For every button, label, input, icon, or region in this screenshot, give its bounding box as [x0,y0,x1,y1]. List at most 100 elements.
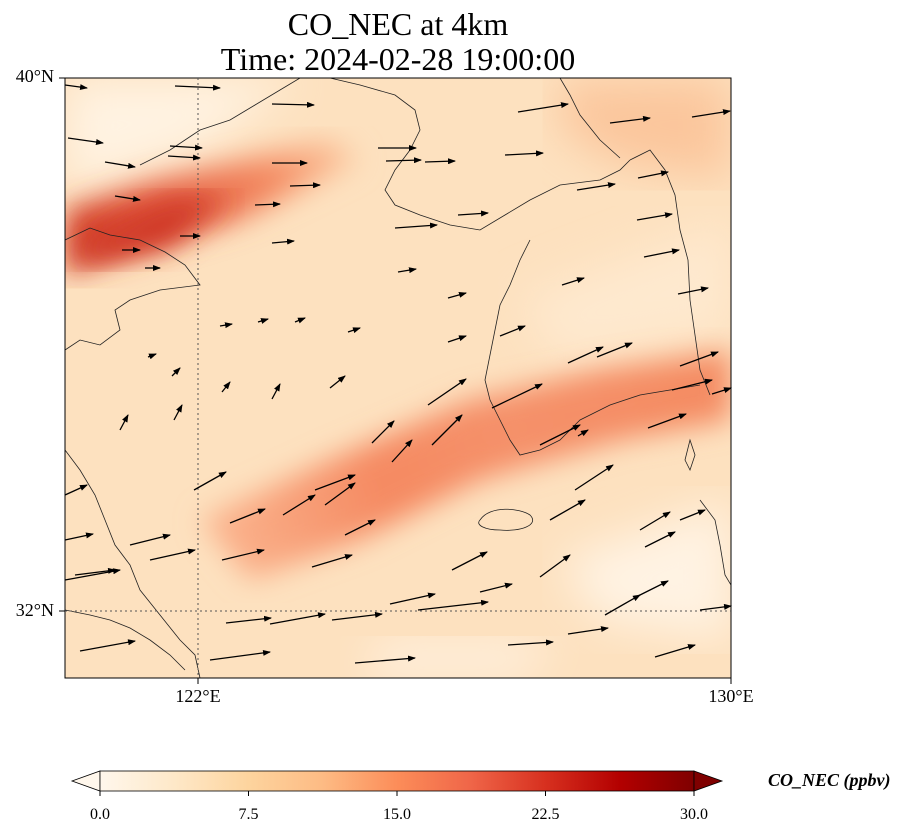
wind-arrow [549,499,586,521]
wind-arrow [677,286,709,295]
wind-arrow [147,353,157,360]
cb-tick-label-3: 22.5 [531,806,560,823]
wind-arrow [447,291,467,299]
lon-label-122e: 122°E [175,686,221,706]
wind-arrow [294,317,306,324]
colorbar-min-extend [70,770,101,792]
wind-arrow [517,102,569,113]
wind-arrow [654,644,696,658]
cb-tick-label-4: 30.0 [680,806,708,823]
wind-arrow [347,327,361,334]
wind-arrow [173,404,183,421]
wind-arrow [647,413,687,429]
wind-arrow [491,383,543,409]
map-frame [64,77,732,679]
wind-arrow [574,464,614,491]
wind-arrow [219,322,233,329]
wind-arrow [457,210,489,217]
field-low-northwest [65,78,300,190]
wind-arrow [499,325,526,337]
wind-arrow [507,639,554,646]
wind-arrow [225,615,272,624]
wind-arrow [691,109,731,118]
wind-arrow [561,277,585,286]
wind-arrow [254,201,281,208]
wind-arrow [289,182,321,189]
wind-arrow [576,182,616,191]
cb-tick-label-0: 0.0 [90,806,110,823]
wind-arrow [397,267,417,274]
wind-arrow [385,157,422,164]
wind-arrow [567,346,604,364]
wind-arrow [596,342,633,358]
field-low-east [520,220,731,360]
wind-arrow [609,115,651,124]
wind-arrow [643,248,680,258]
wind-arrow [637,170,669,179]
wind-arrow [169,144,203,151]
colorbar-max-extend [693,770,724,792]
wind-arrow [344,519,376,536]
wind-arrow [539,424,581,446]
cb-tick-label-1: 7.5 [238,806,259,823]
wind-arrow [119,414,129,431]
wind-arrow [167,154,201,161]
wind-arrow [269,612,326,625]
cb-tick-label-2: 15.0 [383,806,411,823]
wind-arrow [193,471,227,491]
wind-arrow [171,367,181,377]
wind-arrow [639,511,671,531]
wind-arrow [451,551,488,571]
wind-arrow [149,548,196,561]
wind-arrow [427,378,467,406]
wind-arrow [271,238,295,245]
wind-arrow [67,137,104,145]
wind-arrow [324,482,356,506]
wind-arrow [479,582,513,593]
wind-arrow [329,375,346,389]
lat-label-32n: 32°N [15,600,54,620]
wind-arrow [679,351,719,367]
field-low-south [360,640,560,678]
wind-arrow [209,649,271,661]
wind-arrow [644,531,676,548]
wind-arrow [389,592,436,605]
wind-arrow [74,567,116,576]
wind-arrow [221,381,231,393]
wind-arrow [636,212,673,221]
wind-arrow [567,626,609,635]
wind-arrow [104,161,136,169]
wind-arrow [257,318,269,324]
map-title-line1: CO_NEC at 4km [287,6,509,42]
wind-arrow [229,508,266,524]
band-northeast [560,78,731,180]
wind-arrow [417,599,489,611]
wind-arrow [314,474,356,491]
field-low-southeast [560,500,731,640]
wind-arrow [577,429,589,437]
wind-arrow [431,414,463,446]
colorbar-gradient [99,770,695,792]
wind-arrow [504,150,544,157]
wind-arrow [394,222,438,229]
wind-arrow [271,101,315,108]
wind-arrow [129,533,171,546]
wind-arrow [671,378,713,391]
wind-arrow [114,195,141,202]
wind-arrow [311,554,353,568]
wind-arrow [371,420,395,444]
wind-arrow [391,439,413,463]
map-title-line2: Time: 2024-02-28 19:00:00 [220,41,576,77]
wind-arrow [604,594,641,616]
wind-arrow [174,84,221,91]
lon-label-130e: 130°E [708,686,754,706]
wind-arrow [679,509,706,521]
wind-arrow [447,335,467,343]
wind-arrow [424,158,456,165]
wind-arrow [331,611,383,621]
wind-arrow [354,655,416,664]
wind-arrow [271,383,281,400]
wind-arrow [637,580,669,597]
